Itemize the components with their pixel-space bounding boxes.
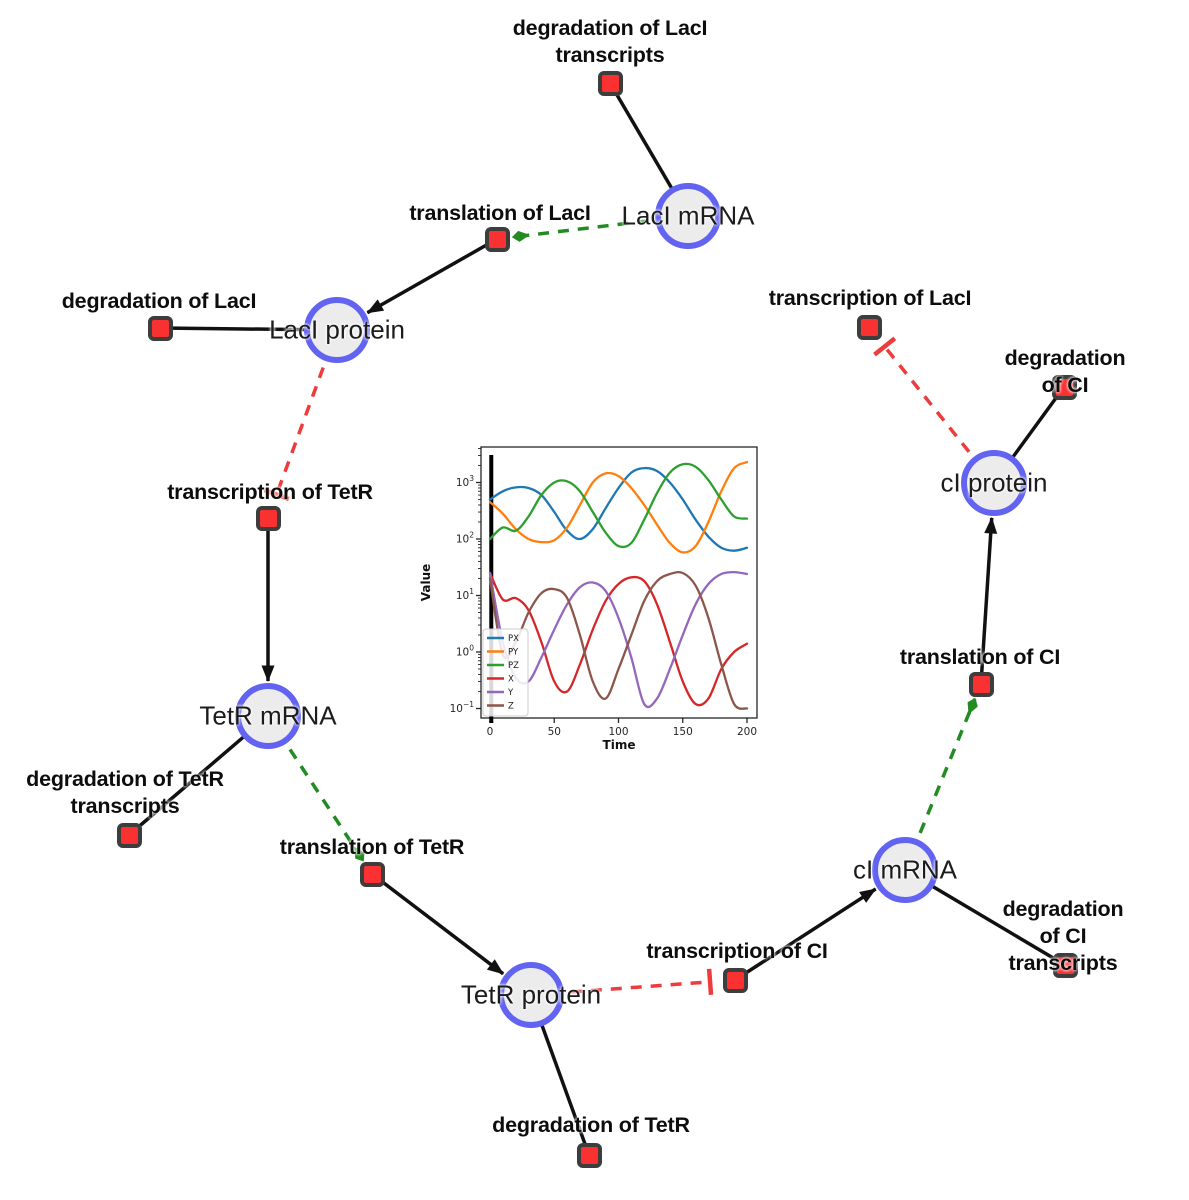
species-node-tetr-mrna[interactable] [235, 683, 301, 749]
x-axis-title: Time [603, 738, 636, 752]
reaction-node-translation-of-tetr[interactable] [359, 861, 385, 887]
reaction-label-transcription-of-ci: transcription of CI [646, 939, 828, 963]
reaction-node-translation-of-ci[interactable] [968, 671, 994, 697]
series-PY [488, 460, 749, 554]
y-tick-label: 10−1 [450, 700, 475, 715]
y-tick-label: 102 [456, 531, 474, 546]
y-tick-label: 101 [456, 587, 474, 602]
series-X [488, 571, 749, 707]
reaction-label-degradation-of-laci-transcripts: degradation of LacI transcripts [512, 16, 708, 67]
species-node-laci-mrna[interactable] [655, 183, 721, 249]
legend-label-PY: PY [508, 648, 519, 658]
species-label-tetr-mrna: TetR mRNA [199, 700, 337, 731]
reaction-label-degradation-of-ci: degradation of CI [1004, 346, 1126, 397]
series-Y [488, 570, 749, 709]
reaction-label-translation-of-tetr: translation of TetR [279, 835, 465, 859]
reaction-label-degradation-of-ci-transcripts: degradation of CI transcripts [1002, 897, 1124, 975]
legend-label-Z: Z [508, 702, 514, 712]
y-axis-title: Value [420, 564, 433, 602]
species-node-ci-protein[interactable] [961, 450, 1027, 516]
reaction-node-degradation-of-ci-transcripts[interactable] [1052, 952, 1078, 978]
reaction-label-transcription-of-laci: transcription of LacI [768, 286, 972, 310]
reaction-node-degradation-of-laci-transcripts[interactable] [597, 70, 623, 96]
reaction-node-transcription-of-ci[interactable] [722, 967, 748, 993]
x-tick-label: 100 [608, 726, 628, 738]
reaction-node-transcription-of-laci[interactable] [856, 314, 882, 340]
x-tick-label: 0 [487, 726, 494, 738]
legend-label-PZ: PZ [508, 661, 519, 671]
reaction-label-degradation-of-tetr: degradation of TetR [492, 1113, 690, 1137]
species-label-laci-protein: LacI protein [269, 314, 405, 345]
reaction-label-degradation-of-tetr-transcripts: degradation of TetR transcripts [26, 767, 224, 818]
legend-label-X: X [508, 675, 514, 685]
edge-production-translation-of-ci-to-ci-protein [979, 516, 998, 685]
reaction-node-degradation-of-laci[interactable] [147, 315, 173, 341]
legend-label-Y: Y [507, 688, 514, 698]
reaction-node-degradation-of-ci[interactable] [1051, 374, 1077, 400]
species-node-tetr-protein[interactable] [498, 962, 564, 1028]
reaction-node-degradation-of-tetr[interactable] [576, 1142, 602, 1168]
reaction-node-degradation-of-tetr-transcripts[interactable] [116, 822, 142, 848]
species-node-ci-mrna[interactable] [872, 837, 938, 903]
x-tick-label: 50 [548, 726, 561, 738]
reaction-node-translation-of-laci[interactable] [484, 226, 510, 252]
species-label-ci-protein: cI protein [940, 467, 1048, 498]
series-PZ [488, 462, 749, 549]
y-tick-label: 103 [456, 474, 474, 489]
species-label-laci-mrna: LacI mRNA [621, 200, 755, 231]
reaction-label-translation-of-ci: translation of CI [899, 645, 1061, 669]
reaction-label-degradation-of-laci: degradation of LacI [61, 289, 257, 313]
reaction-label-transcription-of-tetr: transcription of TetR [167, 480, 373, 504]
reaction-label-translation-of-laci: translation of LacI [409, 201, 591, 225]
species-node-laci-protein[interactable] [304, 297, 370, 363]
legend-label-PX: PX [508, 634, 519, 644]
reaction-node-transcription-of-tetr[interactable] [255, 505, 281, 531]
chart-legend: PX PY PZ XYZ [482, 628, 529, 717]
series-Z [488, 570, 749, 710]
species-label-tetr-protein: TetR protein [460, 979, 602, 1010]
x-tick-label: 200 [737, 726, 757, 738]
x-tick-label: 150 [673, 726, 693, 738]
edge-production-transcription-of-ci-to-ci-mrna [734, 887, 877, 982]
edge-production-translation-of-tetr-to-tetr-protein [370, 872, 505, 976]
time-series-inset: 10−1 100 101 102 103 0 50 100 150 200 Time Value PX P… [419, 430, 775, 765]
species-label-ci-mrna: cI mRNA [853, 854, 957, 885]
y-tick-label: 100 [456, 644, 474, 659]
edge-production-translation-of-laci-to-laci-protein [366, 237, 498, 315]
